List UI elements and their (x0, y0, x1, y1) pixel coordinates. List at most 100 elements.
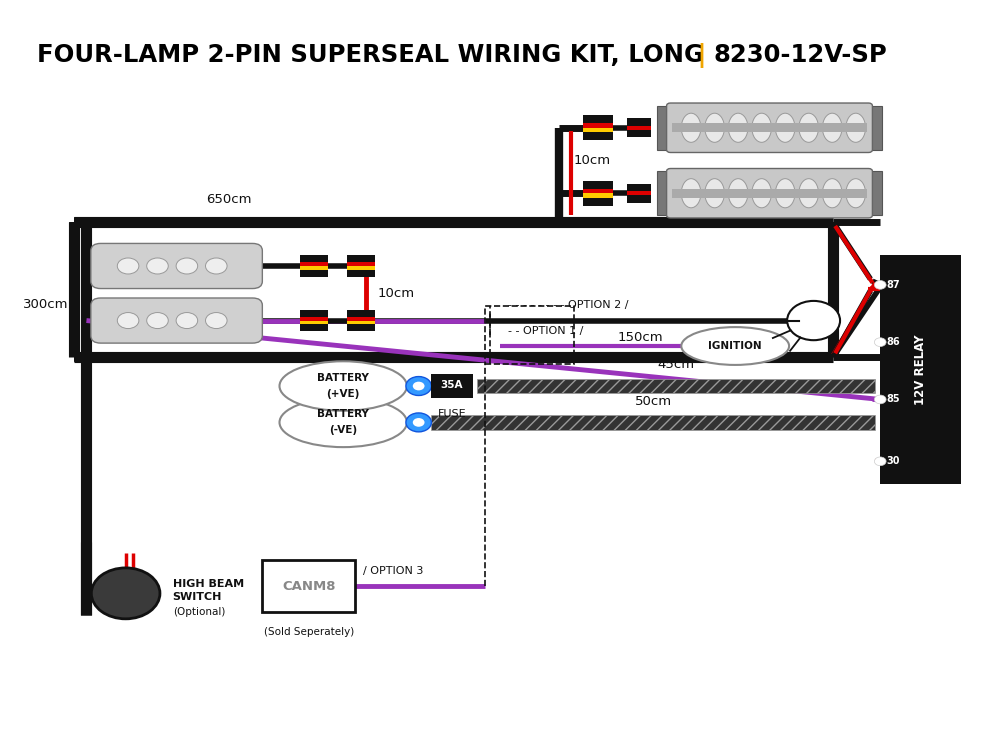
Bar (347, 266, 375, 270)
Ellipse shape (728, 113, 748, 142)
Text: 150cm: 150cm (618, 331, 663, 344)
Ellipse shape (775, 178, 795, 208)
Circle shape (206, 258, 227, 274)
FancyBboxPatch shape (91, 244, 262, 289)
Ellipse shape (799, 178, 818, 208)
Ellipse shape (681, 327, 789, 365)
Ellipse shape (846, 113, 866, 142)
Text: / OPTION 3: / OPTION 3 (363, 566, 424, 576)
Text: |: | (689, 43, 715, 68)
Ellipse shape (752, 178, 771, 208)
FancyBboxPatch shape (667, 103, 872, 152)
Text: FOUR-LAMP 2-PIN SUPERSEAL WIRING KIT, LONG: FOUR-LAMP 2-PIN SUPERSEAL WIRING KIT, LO… (37, 43, 704, 67)
Circle shape (406, 376, 431, 395)
Bar (672, 124, 867, 132)
Circle shape (147, 258, 168, 274)
Ellipse shape (728, 178, 748, 208)
Bar (657, 172, 671, 215)
Bar (627, 191, 651, 195)
Bar (262, 560, 355, 612)
Bar (627, 126, 651, 130)
Bar (657, 106, 671, 149)
Text: 12V RELAY: 12V RELAY (914, 334, 927, 405)
Ellipse shape (705, 113, 724, 142)
Text: (+VE): (+VE) (327, 389, 360, 399)
Circle shape (176, 258, 198, 274)
Text: BATTERY: BATTERY (317, 410, 369, 419)
Bar (627, 118, 651, 137)
FancyBboxPatch shape (91, 298, 262, 343)
Bar (347, 316, 375, 320)
Circle shape (206, 313, 227, 328)
Text: - - - - - - - - OPTION 2 /: - - - - - - - - OPTION 2 / (508, 300, 628, 310)
Bar (627, 184, 651, 203)
Bar (300, 255, 328, 277)
Text: FUSE: FUSE (438, 410, 466, 419)
Bar (868, 172, 882, 215)
Bar (583, 181, 613, 206)
Circle shape (147, 313, 168, 328)
Text: 650cm: 650cm (206, 194, 252, 206)
Bar (347, 255, 375, 277)
Ellipse shape (681, 113, 701, 142)
Text: CANM8: CANM8 (282, 580, 336, 592)
Bar (583, 116, 613, 140)
Text: 85: 85 (886, 394, 900, 404)
Circle shape (117, 313, 139, 328)
Bar (347, 320, 375, 325)
Ellipse shape (280, 362, 407, 411)
Bar (300, 262, 328, 266)
Circle shape (406, 413, 431, 432)
Circle shape (117, 258, 139, 274)
Ellipse shape (681, 178, 701, 208)
Text: SWITCH: SWITCH (173, 592, 222, 602)
Ellipse shape (799, 113, 818, 142)
Text: (Sold Seperately): (Sold Seperately) (264, 627, 354, 637)
Bar (485, 306, 574, 364)
Text: IGNITION: IGNITION (708, 341, 762, 351)
Ellipse shape (280, 398, 407, 447)
Text: 10cm: 10cm (574, 154, 611, 167)
Bar (300, 266, 328, 270)
Ellipse shape (846, 178, 866, 208)
Bar (868, 106, 882, 149)
Bar (477, 379, 875, 393)
Bar (431, 374, 473, 398)
Bar (347, 310, 375, 332)
Text: 45cm: 45cm (658, 358, 695, 371)
Circle shape (413, 418, 425, 427)
Circle shape (91, 568, 160, 619)
Text: (-VE): (-VE) (329, 425, 357, 436)
Bar (347, 262, 375, 266)
Text: 86: 86 (886, 338, 900, 347)
Circle shape (874, 395, 886, 404)
Circle shape (874, 280, 886, 290)
Bar (300, 310, 328, 332)
Circle shape (874, 457, 886, 466)
Text: BATTERY: BATTERY (317, 373, 369, 383)
Ellipse shape (822, 113, 842, 142)
Text: 50cm: 50cm (635, 394, 672, 408)
Text: - - OPTION 1 /: - - OPTION 1 / (508, 326, 583, 336)
Text: 30: 30 (886, 456, 900, 466)
Circle shape (874, 338, 886, 346)
Ellipse shape (775, 113, 795, 142)
Ellipse shape (705, 178, 724, 208)
Text: 10cm: 10cm (378, 286, 415, 300)
Ellipse shape (822, 178, 842, 208)
Text: HIGH BEAM: HIGH BEAM (173, 579, 244, 589)
Circle shape (787, 301, 840, 340)
Text: 8230-12V-SP: 8230-12V-SP (714, 43, 887, 67)
Text: 300cm: 300cm (23, 298, 69, 310)
Bar (880, 255, 961, 484)
Bar (583, 194, 613, 198)
Text: 87: 87 (886, 280, 900, 290)
Ellipse shape (752, 113, 771, 142)
Bar (583, 128, 613, 132)
Bar (583, 189, 613, 194)
Circle shape (176, 313, 198, 328)
Bar (300, 320, 328, 325)
Bar (583, 123, 613, 128)
FancyBboxPatch shape (667, 169, 872, 218)
Circle shape (413, 382, 425, 391)
